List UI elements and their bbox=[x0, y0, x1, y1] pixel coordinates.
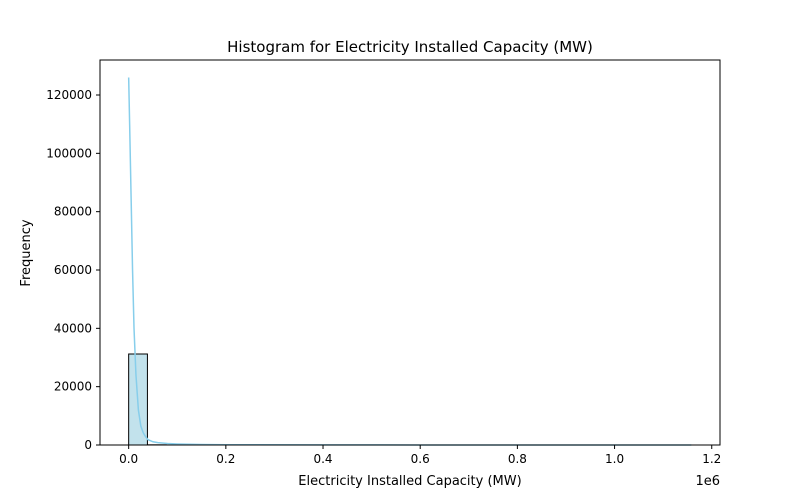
chart-title: Histogram for Electricity Installed Capa… bbox=[227, 38, 593, 56]
y-tick-label-0: 0 bbox=[84, 438, 92, 452]
kde-curve bbox=[129, 78, 692, 446]
x-tick-label-0: 0.0 bbox=[119, 452, 138, 466]
y-axis-label: Frequency bbox=[19, 219, 34, 286]
y-tick-label-6: 120000 bbox=[46, 88, 92, 102]
y-axis: 0 20000 40000 60000 80000 100000 120000 bbox=[46, 88, 100, 452]
x-tick-label-2: 0.4 bbox=[313, 452, 332, 466]
y-tick-label-1: 20000 bbox=[54, 380, 92, 394]
x-axis-offset-label: 1e6 bbox=[695, 474, 720, 489]
x-axis-label: Electricity Installed Capacity (MW) bbox=[298, 474, 521, 489]
x-tick-label-3: 0.6 bbox=[411, 452, 430, 466]
y-tick-label-3: 60000 bbox=[54, 263, 92, 277]
x-tick-label-1: 0.2 bbox=[216, 452, 235, 466]
bars-layer bbox=[129, 354, 204, 445]
plot-frame bbox=[100, 60, 720, 445]
y-tick-label-2: 40000 bbox=[54, 321, 92, 335]
x-tick-label-5: 1.0 bbox=[605, 452, 624, 466]
y-tick-label-4: 80000 bbox=[54, 205, 92, 219]
x-axis: 0.0 0.2 0.4 0.6 0.8 1.0 1.2 bbox=[119, 445, 721, 466]
kde-layer bbox=[129, 78, 692, 446]
x-tick-label-6: 1.2 bbox=[702, 452, 721, 466]
x-tick-label-4: 0.8 bbox=[508, 452, 527, 466]
y-tick-label-5: 100000 bbox=[46, 146, 92, 160]
